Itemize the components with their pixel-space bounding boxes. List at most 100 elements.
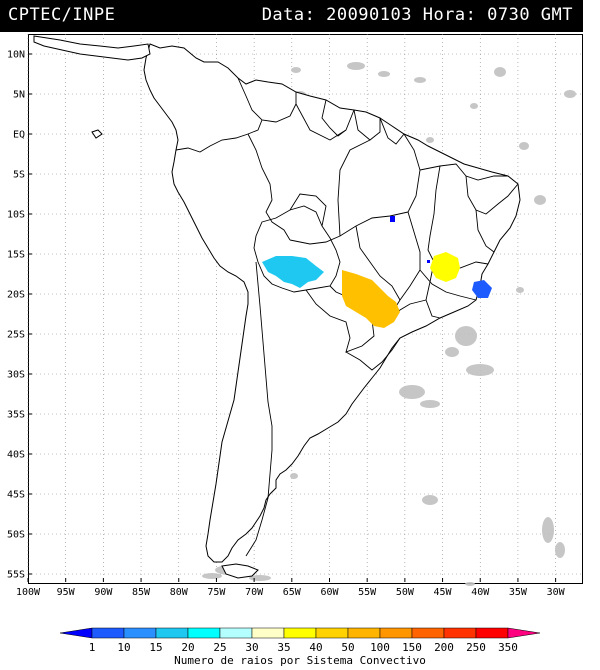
colorbar-segment xyxy=(475,627,509,639)
cloud-patch xyxy=(399,385,425,399)
lon-tick-label: 30W xyxy=(547,587,566,598)
colorbar-segment xyxy=(59,627,93,639)
colorbar-label: 20 xyxy=(181,641,194,654)
lon-tick-label: 75W xyxy=(207,587,226,598)
colorbar-title: Numero de raios por Sistema Convectivo xyxy=(174,654,426,667)
cloud-patch xyxy=(465,582,475,586)
system-orange xyxy=(342,270,400,328)
system-yellow xyxy=(430,252,460,282)
cloud-patch xyxy=(202,573,222,579)
colorbar-label: 250 xyxy=(466,641,486,654)
cloud-patch xyxy=(445,347,459,357)
cloud-patch xyxy=(466,364,494,376)
lat-tick-label: 5N xyxy=(13,90,25,101)
convective-systems xyxy=(262,216,492,328)
border-brazil-states-9 xyxy=(419,269,477,301)
cloud-patch xyxy=(378,71,390,77)
cloud-patch xyxy=(494,67,506,77)
lon-tick-label: 90W xyxy=(94,587,113,598)
axis-labels: 10N 5N EQ 5S 10S 15S 20S 25S 30S 35S 40S 45S 50S 55S 1… xyxy=(7,50,566,599)
system-blue-small xyxy=(390,216,395,222)
lon-tick-label: 50W xyxy=(396,587,415,598)
colorbar-label: 25 xyxy=(213,641,226,654)
colorbar-label: 10 xyxy=(117,641,130,654)
cloud-patch xyxy=(347,62,365,70)
colorbar-label: 15 xyxy=(149,641,162,654)
border-brazil-states-7 xyxy=(475,209,495,253)
system-blue-dot xyxy=(427,260,430,263)
cloud-patch xyxy=(555,542,565,558)
cloud-patch xyxy=(291,67,301,73)
tierra-del-fuego-outline xyxy=(221,563,259,579)
cloud-patch xyxy=(516,287,524,293)
colorbar-label: 200 xyxy=(434,641,454,654)
border-peru-brazil xyxy=(247,133,291,241)
colorbar: 1 10 15 20 25 30 35 40 50 100 150 200 250 350 xyxy=(59,627,541,654)
cloud-patch xyxy=(564,90,576,98)
cloud-patch xyxy=(542,517,554,543)
colorbar-label: 40 xyxy=(309,641,322,654)
lon-tick-label: 55W xyxy=(358,587,377,598)
colorbar-segment xyxy=(219,627,253,639)
system-blue-east xyxy=(472,280,492,298)
lat-tick-label: 45S xyxy=(7,490,25,501)
border-venezuela-guyana xyxy=(321,99,355,137)
border-brazil-states-12 xyxy=(289,193,327,227)
colorbar-label: 30 xyxy=(245,641,258,654)
lon-tick-label: 35W xyxy=(509,587,528,598)
lon-tick-label: 65W xyxy=(283,587,302,598)
south-america-outline xyxy=(143,43,521,563)
colorbar-label: 150 xyxy=(402,641,422,654)
colorbar-label: 50 xyxy=(341,641,354,654)
colorbar-label: 1 xyxy=(89,641,96,654)
colorbar-segment xyxy=(251,627,285,639)
galapagos-outline xyxy=(91,129,103,139)
lon-tick-label: 45W xyxy=(434,587,453,598)
cloud-patch xyxy=(534,195,546,205)
colorbar-segment xyxy=(123,627,157,639)
border-brazil-states-3 xyxy=(389,133,421,317)
colorbar-segment xyxy=(507,627,541,639)
cloud-patch xyxy=(519,142,529,150)
cloud-patch xyxy=(426,137,434,143)
colorbar-label: 350 xyxy=(498,641,518,654)
lon-tick-label: 85W xyxy=(132,587,151,598)
colorbar-label: 100 xyxy=(370,641,390,654)
colorbar-segment xyxy=(187,627,221,639)
lat-tick-label: 15S xyxy=(7,250,25,261)
cloud-patch xyxy=(414,77,426,83)
border-chile-argentina xyxy=(245,261,273,557)
lat-tick-label: 5S xyxy=(13,170,25,181)
lat-tick-label: EQ xyxy=(13,130,25,141)
colorbar-segment xyxy=(379,627,413,639)
colorbar-segment xyxy=(315,627,349,639)
colorbar-segment xyxy=(347,627,381,639)
cloud-patch xyxy=(420,400,440,408)
lat-tick-label: 25S xyxy=(7,330,25,341)
colorbar-label: 35 xyxy=(277,641,290,654)
border-colombia-venezuela xyxy=(237,77,297,123)
lon-tick-label: 60W xyxy=(320,587,339,598)
cloud-patch xyxy=(455,326,477,346)
lon-tick-label: 95W xyxy=(57,587,76,598)
lat-tick-label: 40S xyxy=(7,450,25,461)
colorbar-segment xyxy=(443,627,477,639)
central-america-outline xyxy=(33,35,151,61)
border-brazil-states-5 xyxy=(427,165,489,271)
border-brazil-states-2 xyxy=(337,139,371,237)
colorbar-segment xyxy=(91,627,125,639)
title-bar: CPTEC/INPE Data: 20090103 Hora: 0730 GMT xyxy=(0,0,583,32)
colorbar-segment xyxy=(411,627,445,639)
cloud-patch xyxy=(470,103,478,109)
land-layer xyxy=(33,35,521,579)
lat-tick-label: 35S xyxy=(7,410,25,421)
lon-tick-label: 40W xyxy=(471,587,490,598)
agency-label: CPTEC/INPE xyxy=(8,5,116,25)
cloud-patch xyxy=(422,495,438,505)
border-brazil-states-11 xyxy=(355,225,401,301)
border-colombia-ecuador-peru xyxy=(175,119,263,153)
lat-tick-label: 10S xyxy=(7,210,25,221)
border-brazil-states-6 xyxy=(465,175,519,215)
lat-tick-label: 50S xyxy=(7,530,25,541)
